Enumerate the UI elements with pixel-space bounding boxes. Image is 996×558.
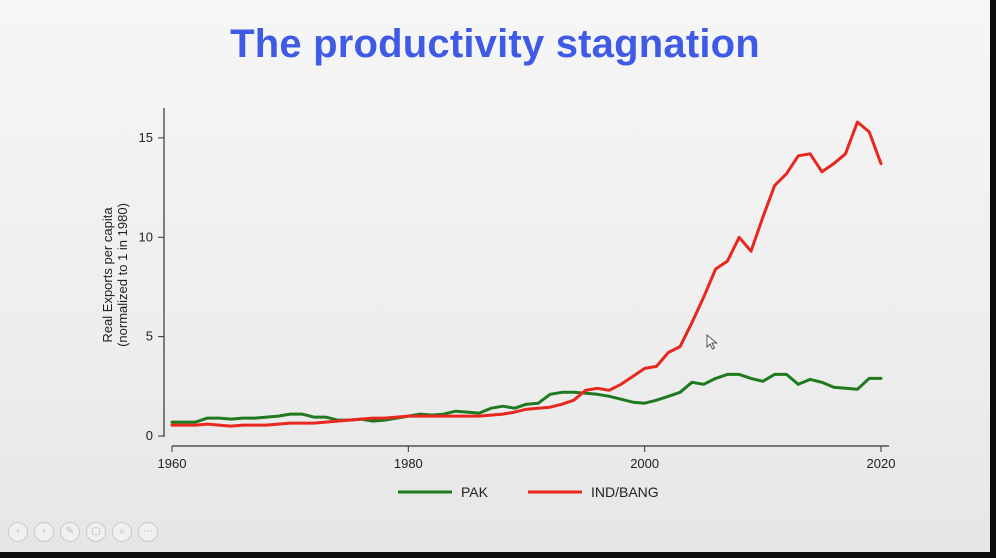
forward-icon[interactable]: › <box>34 522 54 542</box>
y-axis-label: Real Exports per capita (normalized to 1 … <box>100 203 130 347</box>
pen-icon[interactable]: ✎ <box>60 522 80 542</box>
x-tick-label: 2000 <box>630 456 659 471</box>
more-icon[interactable]: ⋯ <box>138 522 158 542</box>
series-line-pak <box>170 372 883 424</box>
page-title: The productivity stagnation <box>230 22 760 66</box>
series-line-ind-bang <box>170 120 883 428</box>
y-axis-label-line: (normalized to 1 in 1980) <box>115 203 130 347</box>
screen-icon[interactable]: ▢ <box>86 522 106 542</box>
y-tick-label: 0 <box>146 428 153 443</box>
x-tick-label: 2020 <box>867 456 896 471</box>
y-axis-label-line: Real Exports per capita <box>100 207 115 343</box>
chart-series <box>170 120 883 428</box>
y-tick-label: 15 <box>139 130 153 145</box>
mouse-cursor-icon <box>706 334 718 350</box>
back-icon[interactable]: ‹ <box>8 522 28 542</box>
y-tick-label: 5 <box>146 329 153 344</box>
x-tick-label: 1960 <box>158 456 187 471</box>
presentation-toolbar: ‹ › ✎ ▢ ⌕ ⋯ <box>8 522 158 542</box>
x-tick-label: 1980 <box>394 456 423 471</box>
legend-label: PAK <box>461 484 489 500</box>
chart-axes: 0 5 10 15 1960 1980 2000 2020 <box>139 108 896 471</box>
zoom-icon[interactable]: ⌕ <box>112 522 132 542</box>
legend-label: IND/BANG <box>591 484 659 500</box>
chart-legend: PAK IND/BANG <box>398 484 659 500</box>
y-tick-label: 10 <box>139 229 153 244</box>
